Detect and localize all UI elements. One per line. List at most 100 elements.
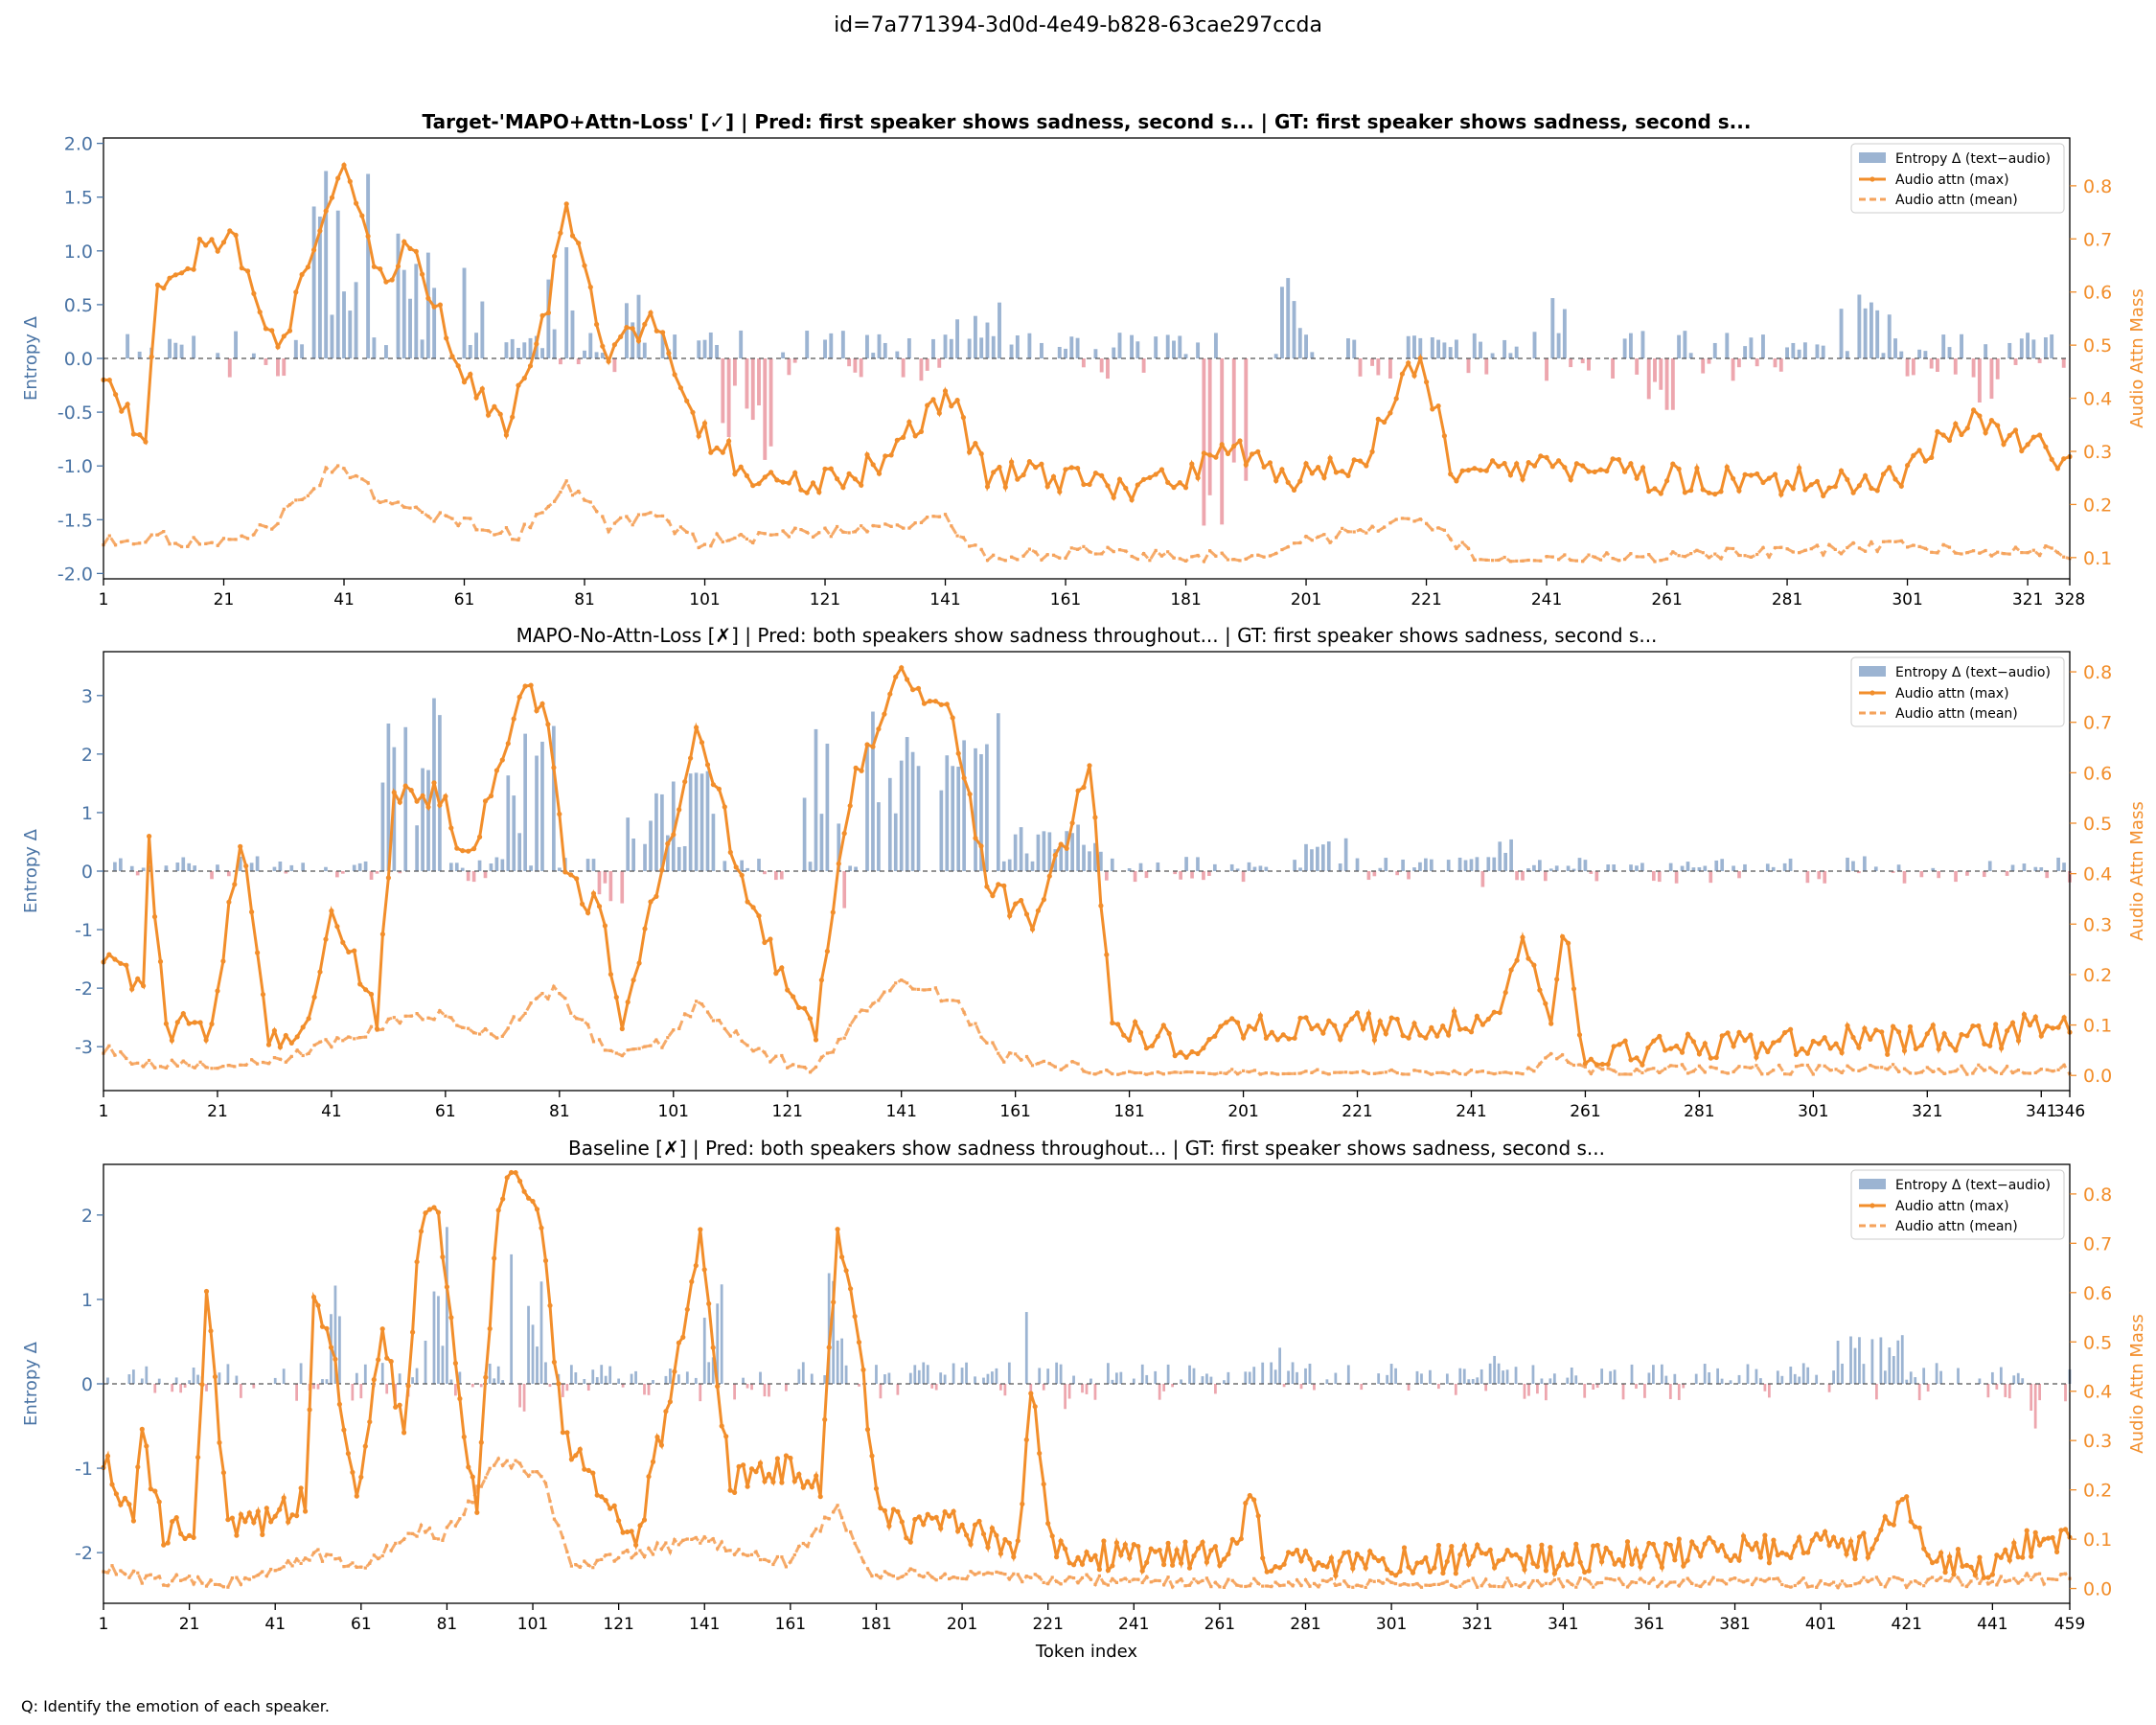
audio-attn-max-point — [596, 904, 603, 909]
x-tick-label: 381 — [1719, 1615, 1750, 1634]
audio-attn-max-point — [1075, 466, 1081, 472]
audio-attn-max-point — [817, 1494, 823, 1500]
entropy-bar — [1587, 358, 1591, 371]
entropy-bar — [1851, 861, 1855, 871]
audio-attn-max-point — [232, 882, 238, 887]
entropy-bar — [1166, 1364, 1170, 1384]
audio-attn-mean-point — [258, 523, 262, 527]
entropy-bar — [1192, 1368, 1196, 1384]
audio-attn-mean-point — [1653, 560, 1657, 564]
audio-attn-max-point — [899, 1519, 905, 1525]
audio-attn-mean-point — [2055, 1577, 2059, 1581]
legend-box — [1850, 1169, 2065, 1240]
entropy-bar — [1140, 1364, 1144, 1384]
audio-attn-mean-point — [1093, 1582, 1097, 1586]
audio-attn-max-point — [954, 398, 960, 403]
audio-attn-max-point — [693, 1263, 699, 1269]
audio-attn-mean-point — [1458, 1071, 1462, 1076]
audio-attn-max-point — [1269, 1029, 1274, 1035]
entropy-bar — [1817, 871, 1822, 880]
audio-attn-max-point — [470, 1474, 475, 1480]
x-tick-label: 301 — [1892, 590, 1922, 610]
audio-attn-max-point — [1731, 1044, 1736, 1049]
audio-attn-max-point — [315, 1302, 321, 1308]
entropy-bar — [808, 862, 813, 871]
audio-attn-mean-point — [1665, 557, 1669, 561]
audio-attn-mean-point — [1544, 1056, 1548, 1060]
entropy-bar — [1879, 1337, 1883, 1384]
audio-attn-mean-point — [749, 1552, 754, 1556]
audio-attn-mean-point — [1034, 550, 1038, 554]
entropy-bar — [745, 867, 749, 871]
audio-attn-mean-point — [814, 1527, 818, 1530]
entropy-bar — [1773, 358, 1778, 368]
audio-attn-max-point — [335, 175, 341, 181]
audio-attn-max-point — [1041, 1482, 1046, 1487]
entropy-bar — [1900, 1335, 1904, 1384]
entropy-bar — [1244, 358, 1249, 481]
entropy-bar — [1154, 1370, 1158, 1384]
entropy-bar — [351, 1384, 355, 1401]
audio-attn-max-point — [1273, 478, 1279, 484]
audio-attn-mean-point — [1617, 1576, 1621, 1580]
entropy-bar — [759, 1371, 762, 1384]
entropy-bar — [801, 1362, 805, 1384]
audio-attn-mean-point — [643, 513, 647, 517]
audio-attn-mean-markers — [102, 1457, 2072, 1590]
entropy-bar — [893, 813, 898, 871]
audio-attn-max-point — [1058, 841, 1064, 847]
audio-attn-max-point — [1543, 1000, 1548, 1006]
entropy-bar — [372, 337, 377, 358]
entropy-bar — [631, 322, 635, 358]
audio-attn-mean-point — [183, 1577, 187, 1581]
audio-attn-mean-point — [1244, 1584, 1248, 1589]
entropy-bar — [1135, 341, 1140, 358]
audio-attn-mean-point — [1436, 1582, 1440, 1586]
audio-attn-mean-point — [1225, 1071, 1228, 1075]
audio-attn-max-point — [1905, 463, 1911, 469]
audio-attn-max-point — [1960, 1563, 1965, 1569]
audio-attn-mean-point — [1755, 552, 1759, 557]
audio-attn-max-point — [130, 1518, 136, 1524]
audio-attn-max-point — [1983, 430, 1988, 436]
audio-attn-mean-point — [922, 988, 927, 992]
entropy-bar — [986, 1373, 990, 1384]
audio-attn-mean-point — [1227, 1577, 1230, 1581]
audio-attn-max-point — [906, 419, 912, 425]
audio-attn-mean-point — [1640, 555, 1645, 559]
audio-attn-mean-point — [1067, 1575, 1071, 1579]
entropy-bar — [707, 1362, 711, 1384]
audio-attn-mean-point — [1587, 553, 1591, 557]
audio-attn-mean-point — [1767, 555, 1771, 559]
audio-attn-mean-point — [902, 526, 906, 530]
entropy-bar — [871, 711, 875, 871]
audio-attn-mean-point — [1264, 1071, 1268, 1075]
audio-attn-mean-point — [1743, 554, 1747, 558]
audio-attn-mean-point — [1317, 535, 1320, 539]
entropy-bar — [1686, 862, 1690, 871]
audio-attn-max-point — [727, 849, 733, 856]
audio-attn-max-point — [1538, 453, 1544, 459]
entropy-bar — [1024, 1312, 1028, 1384]
audio-attn-mean-point — [871, 1001, 875, 1005]
entropy-bar — [1714, 860, 1719, 871]
entropy-bar — [1806, 1367, 1810, 1384]
entropy-bar — [1716, 1368, 1719, 1384]
audio-attn-max-point — [1736, 1557, 1742, 1563]
x-tick-label: 241 — [1456, 1102, 1486, 1121]
entropy-bar — [2030, 1384, 2033, 1412]
audio-attn-mean-point — [1574, 559, 1578, 563]
entropy-bar — [792, 358, 797, 363]
entropy-bar — [1712, 342, 1717, 358]
audio-attn-mean-point — [377, 1556, 380, 1561]
audio-attn-max-point — [576, 241, 582, 246]
entropy-bar — [854, 866, 858, 871]
audio-attn-mean-point — [861, 1559, 865, 1563]
x-tick-label: 141 — [885, 1102, 916, 1121]
right-tick-label: 0.6 — [2083, 763, 2112, 784]
audio-attn-max-point — [1676, 1536, 1682, 1542]
audio-attn-mean-point — [808, 1070, 813, 1074]
entropy-bar — [1424, 858, 1428, 871]
audio-attn-mean-point — [1304, 1070, 1308, 1073]
audio-attn-max-point — [990, 893, 996, 899]
